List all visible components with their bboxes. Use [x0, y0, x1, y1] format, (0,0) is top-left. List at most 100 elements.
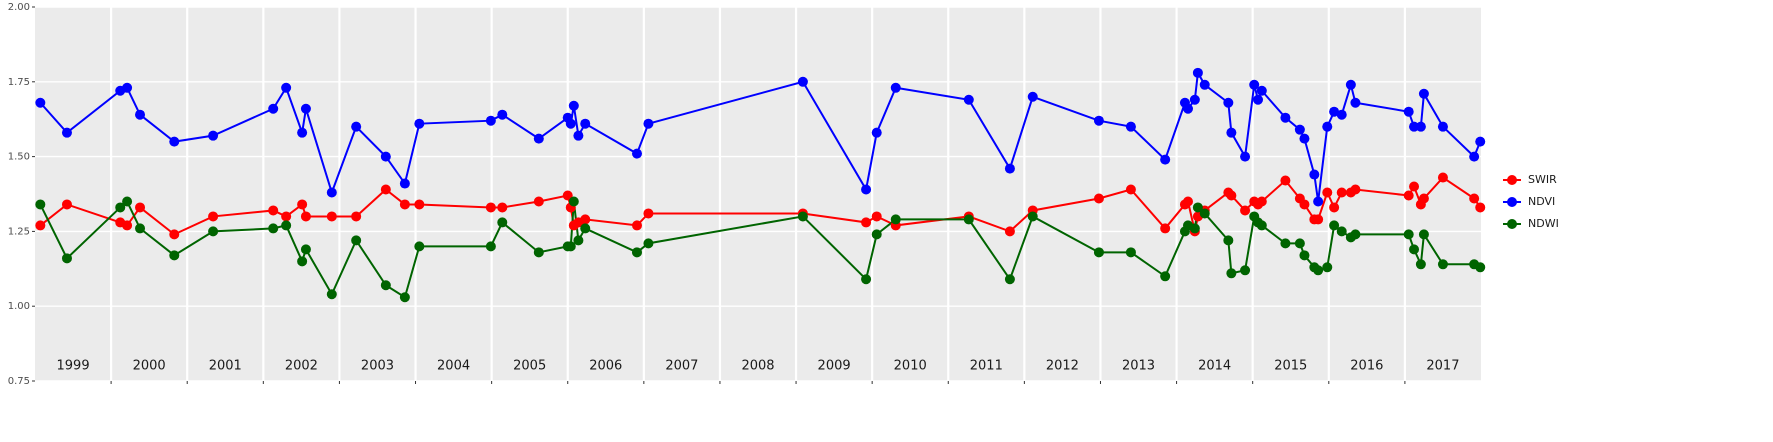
point: [1093, 193, 1104, 204]
point: [890, 214, 901, 225]
point: [1437, 172, 1448, 183]
point: [351, 235, 362, 246]
point: [35, 97, 46, 108]
point: [281, 220, 292, 231]
point: [1475, 202, 1486, 213]
point: [485, 241, 496, 252]
point: [497, 109, 508, 120]
point: [1004, 274, 1015, 285]
point: [1240, 151, 1251, 162]
point: [61, 253, 72, 264]
point: [1336, 226, 1347, 237]
point: [1437, 121, 1448, 132]
point: [1322, 262, 1333, 273]
point: [497, 217, 508, 228]
point: [1125, 184, 1136, 195]
x-tick-label: 2001: [209, 359, 242, 374]
point: [1004, 226, 1015, 237]
point: [573, 130, 584, 141]
point: [562, 190, 573, 201]
point: [1160, 223, 1171, 234]
point: [1329, 106, 1340, 117]
point: [268, 223, 279, 234]
point: [1329, 202, 1340, 213]
point: [631, 148, 642, 159]
x-tick-label: 2013: [1122, 359, 1155, 374]
point: [1415, 121, 1426, 132]
x-tick-label: 2004: [437, 359, 470, 374]
point: [1004, 163, 1015, 174]
point: [281, 82, 292, 93]
point: [1313, 196, 1324, 207]
point: [1182, 196, 1193, 207]
point: [1240, 205, 1251, 216]
point: [643, 118, 654, 129]
x-tick-label: 2009: [818, 359, 851, 374]
point: [268, 103, 279, 114]
point: [1027, 211, 1038, 222]
point: [1322, 121, 1333, 132]
point: [485, 115, 496, 126]
point: [122, 82, 133, 93]
point: [399, 178, 410, 189]
point: [1256, 220, 1267, 231]
point: [281, 211, 292, 222]
point: [1294, 238, 1305, 249]
point: [414, 199, 425, 210]
point: [1437, 259, 1448, 270]
point: [797, 211, 808, 222]
point: [1125, 121, 1136, 132]
point: [135, 109, 146, 120]
point: [861, 217, 872, 228]
point: [1256, 196, 1267, 207]
point: [573, 235, 584, 246]
point: [326, 187, 337, 198]
point: [300, 103, 311, 114]
point: [1280, 175, 1291, 186]
point: [351, 211, 362, 222]
y-tick-label: 0.75: [8, 376, 30, 387]
point: [1350, 229, 1361, 240]
point: [580, 118, 591, 129]
point: [797, 76, 808, 87]
legend-label: SWIR: [1528, 173, 1557, 186]
point: [1418, 88, 1429, 99]
point: [399, 292, 410, 303]
point: [1469, 193, 1480, 204]
point: [1418, 229, 1429, 240]
point: [399, 199, 410, 210]
x-tick-label: 2008: [741, 359, 774, 374]
point: [1418, 193, 1429, 204]
x-tick-label: 2011: [970, 359, 1003, 374]
x-tick-label: 2003: [361, 359, 394, 374]
point: [1192, 67, 1203, 78]
point: [1226, 127, 1237, 138]
point: [326, 289, 337, 300]
point: [1299, 250, 1310, 261]
point: [135, 202, 146, 213]
point: [1409, 244, 1420, 255]
point: [861, 274, 872, 285]
point: [1350, 97, 1361, 108]
y-tick-label: 1.25: [8, 226, 30, 237]
point: [61, 199, 72, 210]
series-line: [39, 69, 1482, 202]
point: [169, 229, 180, 240]
point: [268, 205, 279, 216]
point: [1189, 94, 1200, 105]
point: [1329, 220, 1340, 231]
point: [351, 121, 362, 132]
point: [1256, 85, 1267, 96]
point: [1415, 259, 1426, 270]
point: [1350, 184, 1361, 195]
point: [1192, 202, 1203, 213]
point: [1322, 187, 1333, 198]
point: [1249, 79, 1260, 90]
point: [300, 244, 311, 255]
point: [871, 211, 882, 222]
point: [1093, 247, 1104, 258]
point: [208, 130, 219, 141]
x-tick-label: 2017: [1426, 359, 1459, 374]
point: [1189, 223, 1200, 234]
